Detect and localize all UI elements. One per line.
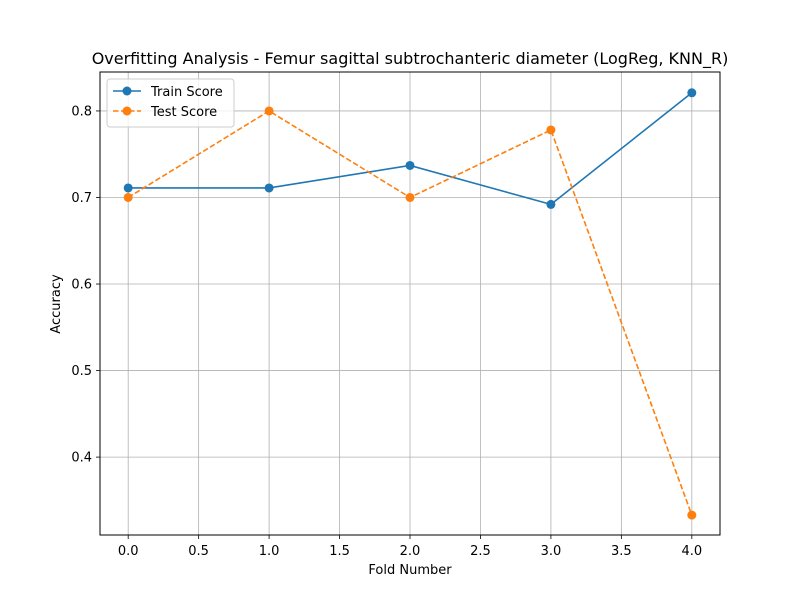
legend-marker-train <box>122 86 132 96</box>
x-tick-label: 0.0 <box>118 544 139 559</box>
legend-label-train: Train Score <box>150 85 223 100</box>
train-score-point <box>687 88 697 98</box>
train-score-point <box>405 160 415 170</box>
x-axis-label: Fold Number <box>368 563 452 578</box>
chart-title: Overfitting Analysis - Femur sagittal su… <box>92 49 729 69</box>
x-tick-label: 1.0 <box>259 544 280 559</box>
legend: Train Score Test Score <box>106 78 235 128</box>
x-tick-label: 1.5 <box>329 544 350 559</box>
series-layer <box>123 88 697 520</box>
y-tick-label: 0.6 <box>71 278 92 293</box>
y-tick-label: 0.5 <box>71 364 92 379</box>
legend-label-test: Test Score <box>150 105 217 120</box>
x-tick-label: 3.0 <box>541 544 562 559</box>
train-score-point <box>123 183 133 193</box>
grid <box>100 72 720 535</box>
y-tick-label: 0.4 <box>71 451 92 466</box>
train-score-point <box>546 199 556 209</box>
test-score-point <box>546 125 556 135</box>
test-score-point <box>123 192 133 202</box>
x-tick-label: 3.5 <box>611 544 632 559</box>
x-tick-label: 0.5 <box>188 544 209 559</box>
test-score-point <box>405 192 415 202</box>
x-tick-label: 2.0 <box>400 544 421 559</box>
y-tick-label: 0.8 <box>71 104 92 119</box>
x-tick-label: 2.5 <box>470 544 491 559</box>
train-score-point <box>264 183 274 193</box>
test-score-point <box>687 510 697 520</box>
y-axis-label: Accuracy <box>49 274 64 334</box>
legend-marker-test <box>122 106 132 116</box>
x-tick-label: 4.0 <box>681 544 702 559</box>
ticks: 0.0 0.5 1.0 1.5 2.0 2.5 3.0 3.5 4.0 0.4 0.5 0.6 0.7 0… <box>71 104 702 559</box>
y-tick-label: 0.7 <box>71 191 92 206</box>
test-score-point <box>264 106 274 116</box>
